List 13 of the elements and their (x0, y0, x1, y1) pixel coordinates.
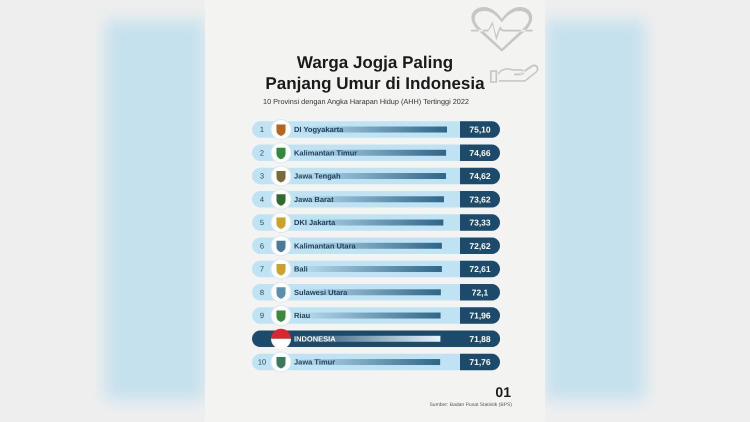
data-label: 72,1 (472, 287, 489, 298)
chart-title: Warga Jogja Paling Panjang Umur di Indonesia (265, 53, 486, 93)
data-label: 74,62 (469, 171, 491, 182)
data-label: 71,88 (469, 334, 491, 344)
text: 01 (495, 384, 512, 400)
data-label: 71,96 (469, 310, 491, 321)
data-label: 73,33 (469, 218, 491, 228)
data-label: 72,61 (469, 264, 491, 274)
data-label: 75,10 (469, 124, 491, 135)
data-label: 72,62 (469, 240, 491, 251)
data-label: 73,62 (469, 194, 491, 204)
data-label: 74,66 (469, 148, 491, 158)
data-label: 71,76 (469, 357, 491, 368)
